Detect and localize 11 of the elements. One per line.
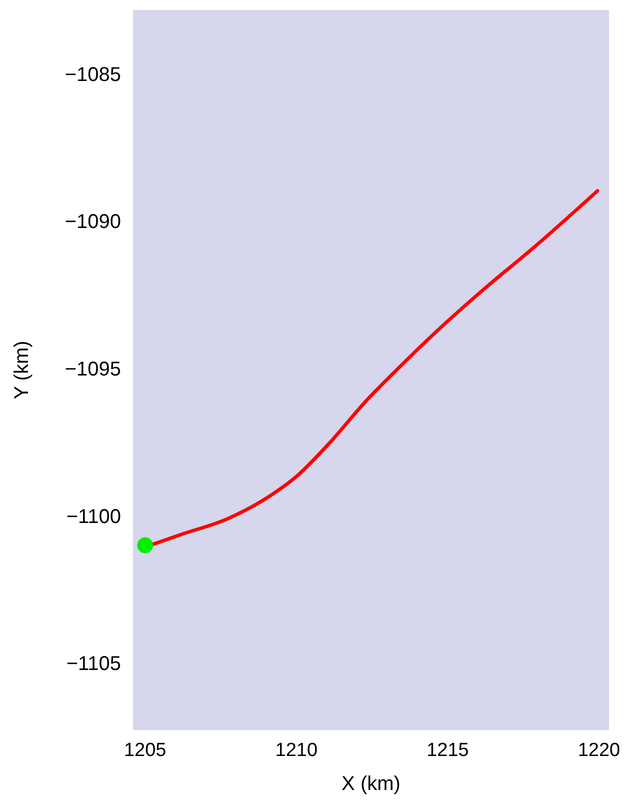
x-tick-label: 1215 xyxy=(426,740,469,761)
x-axis-title: X (km) xyxy=(342,773,400,795)
y-tick-label: −1105 xyxy=(66,653,121,676)
y-axis-title: Y (km) xyxy=(11,340,33,400)
x-tick-label: 1210 xyxy=(275,740,318,761)
y-tick-label: −1085 xyxy=(64,64,121,86)
x-tick-label: 1205 xyxy=(124,740,166,761)
y-tick-label: −1095 xyxy=(64,358,121,381)
y-tick-label: −1100 xyxy=(66,506,121,528)
y-tick-label: −1090 xyxy=(64,211,121,234)
x-tick-label: 1220 xyxy=(578,740,620,761)
